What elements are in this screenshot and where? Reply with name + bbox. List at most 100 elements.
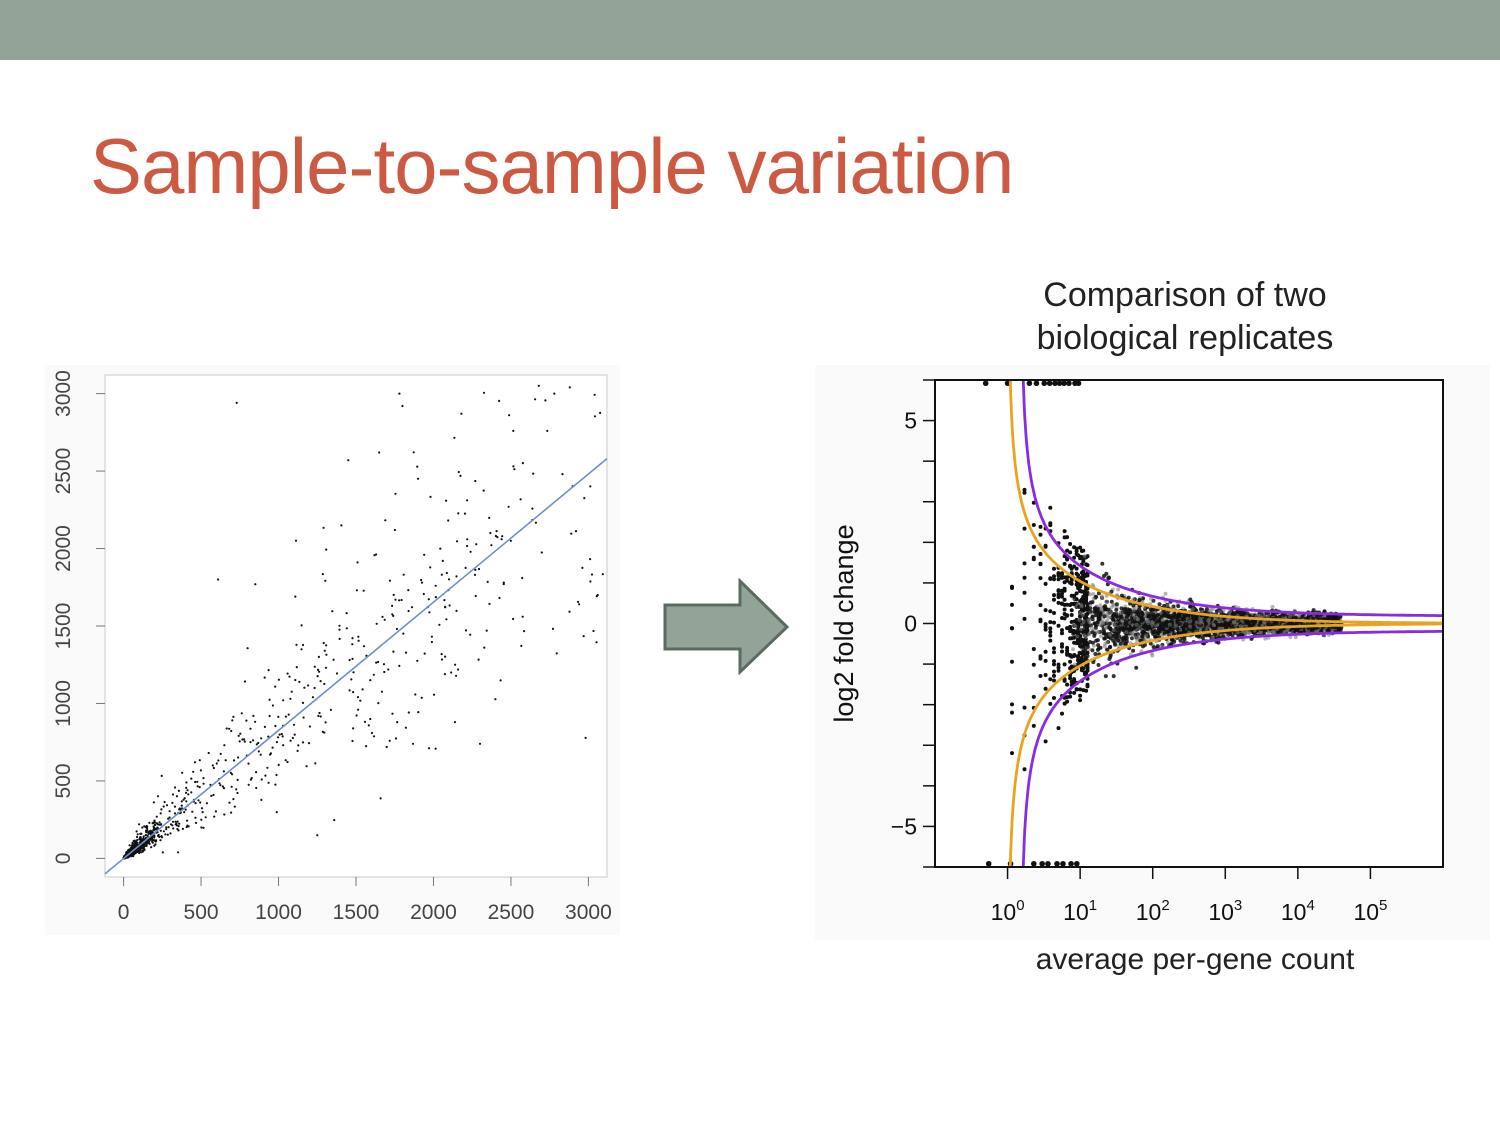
scatter-point	[488, 516, 491, 519]
scatter-point	[150, 846, 153, 849]
ma-point	[1081, 548, 1086, 553]
scatter-point	[494, 534, 497, 538]
scatter-point	[513, 468, 516, 471]
scatter-point	[379, 797, 382, 800]
scatter-point	[143, 843, 146, 846]
ma-point	[1060, 571, 1064, 576]
scatter-point	[177, 789, 180, 792]
scatter-point	[212, 766, 215, 770]
scatter-point	[352, 691, 355, 694]
scatter-point	[416, 659, 419, 662]
scatter-point	[478, 742, 482, 745]
ma-point	[1078, 545, 1083, 550]
scatter-point	[159, 812, 162, 815]
scatter-point	[380, 690, 383, 693]
scatter-point	[589, 558, 592, 561]
scatter-point	[146, 825, 149, 828]
scatter-point	[172, 827, 175, 830]
scatter-point	[440, 653, 443, 656]
ma-point	[1200, 635, 1205, 640]
x-tick-label: 500	[184, 901, 219, 924]
ma-point	[1010, 584, 1014, 589]
scatter-point	[194, 821, 198, 824]
y-tick-label: 1500	[52, 603, 75, 650]
scatter-point	[555, 652, 558, 655]
scatter-point	[540, 551, 543, 554]
scatter-point	[153, 834, 156, 838]
scatter-point	[350, 678, 353, 681]
scatter-point	[233, 805, 236, 808]
scatter-point	[362, 645, 366, 648]
x-tick-label: 3000	[565, 901, 612, 924]
ma-point	[1069, 581, 1074, 586]
scatter-point	[322, 526, 325, 529]
ma-point	[1081, 559, 1086, 564]
ma-point	[1090, 648, 1095, 653]
scatter-point	[249, 727, 252, 730]
scatter-point	[254, 720, 257, 723]
scatter-point	[553, 392, 556, 395]
scatter-point	[324, 666, 328, 669]
ma-point	[1081, 666, 1086, 671]
ma-point	[1071, 631, 1076, 636]
ma-point	[1056, 668, 1061, 673]
scatter-point	[324, 579, 327, 582]
scatter-point	[365, 745, 368, 748]
scatter-point	[302, 716, 305, 719]
ma-point	[1074, 546, 1079, 551]
scatter-point	[235, 401, 238, 404]
scatter-point	[260, 798, 263, 801]
scatter-point	[243, 738, 246, 741]
ma-point	[1085, 682, 1090, 687]
ma-point	[1065, 602, 1070, 607]
scatter-point	[210, 794, 213, 797]
scatter-point	[369, 717, 372, 721]
ma-point	[1038, 562, 1043, 567]
scatter-point	[325, 644, 328, 647]
scatter-point	[532, 472, 535, 475]
scatter-point	[232, 715, 235, 718]
scatter-point	[219, 784, 222, 787]
right-arrow-shape	[663, 578, 790, 675]
ma-point	[1056, 588, 1061, 593]
scatter-point	[221, 785, 224, 788]
scatter-point	[544, 399, 547, 402]
ma-point	[1038, 532, 1043, 537]
scatter-point	[551, 627, 555, 630]
ma-point	[1094, 638, 1099, 643]
scatter-point	[568, 610, 571, 613]
scatter-point	[469, 633, 472, 636]
scatter-point	[293, 733, 296, 736]
ma-point	[1022, 526, 1027, 531]
scatter-point	[181, 771, 184, 774]
scatter-point	[430, 640, 433, 644]
scatter-point	[141, 847, 144, 850]
ma-point	[1022, 616, 1027, 621]
scatter-point	[485, 629, 488, 632]
scatter-point	[218, 782, 221, 785]
scatter-point	[289, 739, 292, 742]
scatter-point	[275, 811, 278, 814]
ma-point	[1056, 665, 1061, 670]
scatter-point	[338, 637, 341, 640]
ma-point	[1022, 487, 1027, 492]
ma-point	[1060, 591, 1064, 596]
scatter-point	[333, 819, 336, 822]
scatter-point	[301, 701, 305, 704]
scatter-point	[457, 668, 460, 671]
ma-point	[1052, 611, 1056, 615]
scatter-point	[148, 842, 151, 845]
scatter-point	[440, 658, 444, 661]
scatter-point	[288, 675, 291, 678]
scatter-point	[372, 673, 375, 676]
ma-point	[1065, 682, 1070, 687]
scatter-point	[391, 613, 394, 616]
scatter-point	[410, 606, 414, 609]
ma-point	[1065, 548, 1070, 553]
ma-point	[1091, 592, 1096, 596]
scatter-point	[173, 812, 177, 815]
ma-point	[1048, 620, 1053, 625]
scatter-point	[191, 810, 194, 813]
scatter-point	[394, 598, 397, 601]
scatter-point	[142, 835, 145, 838]
